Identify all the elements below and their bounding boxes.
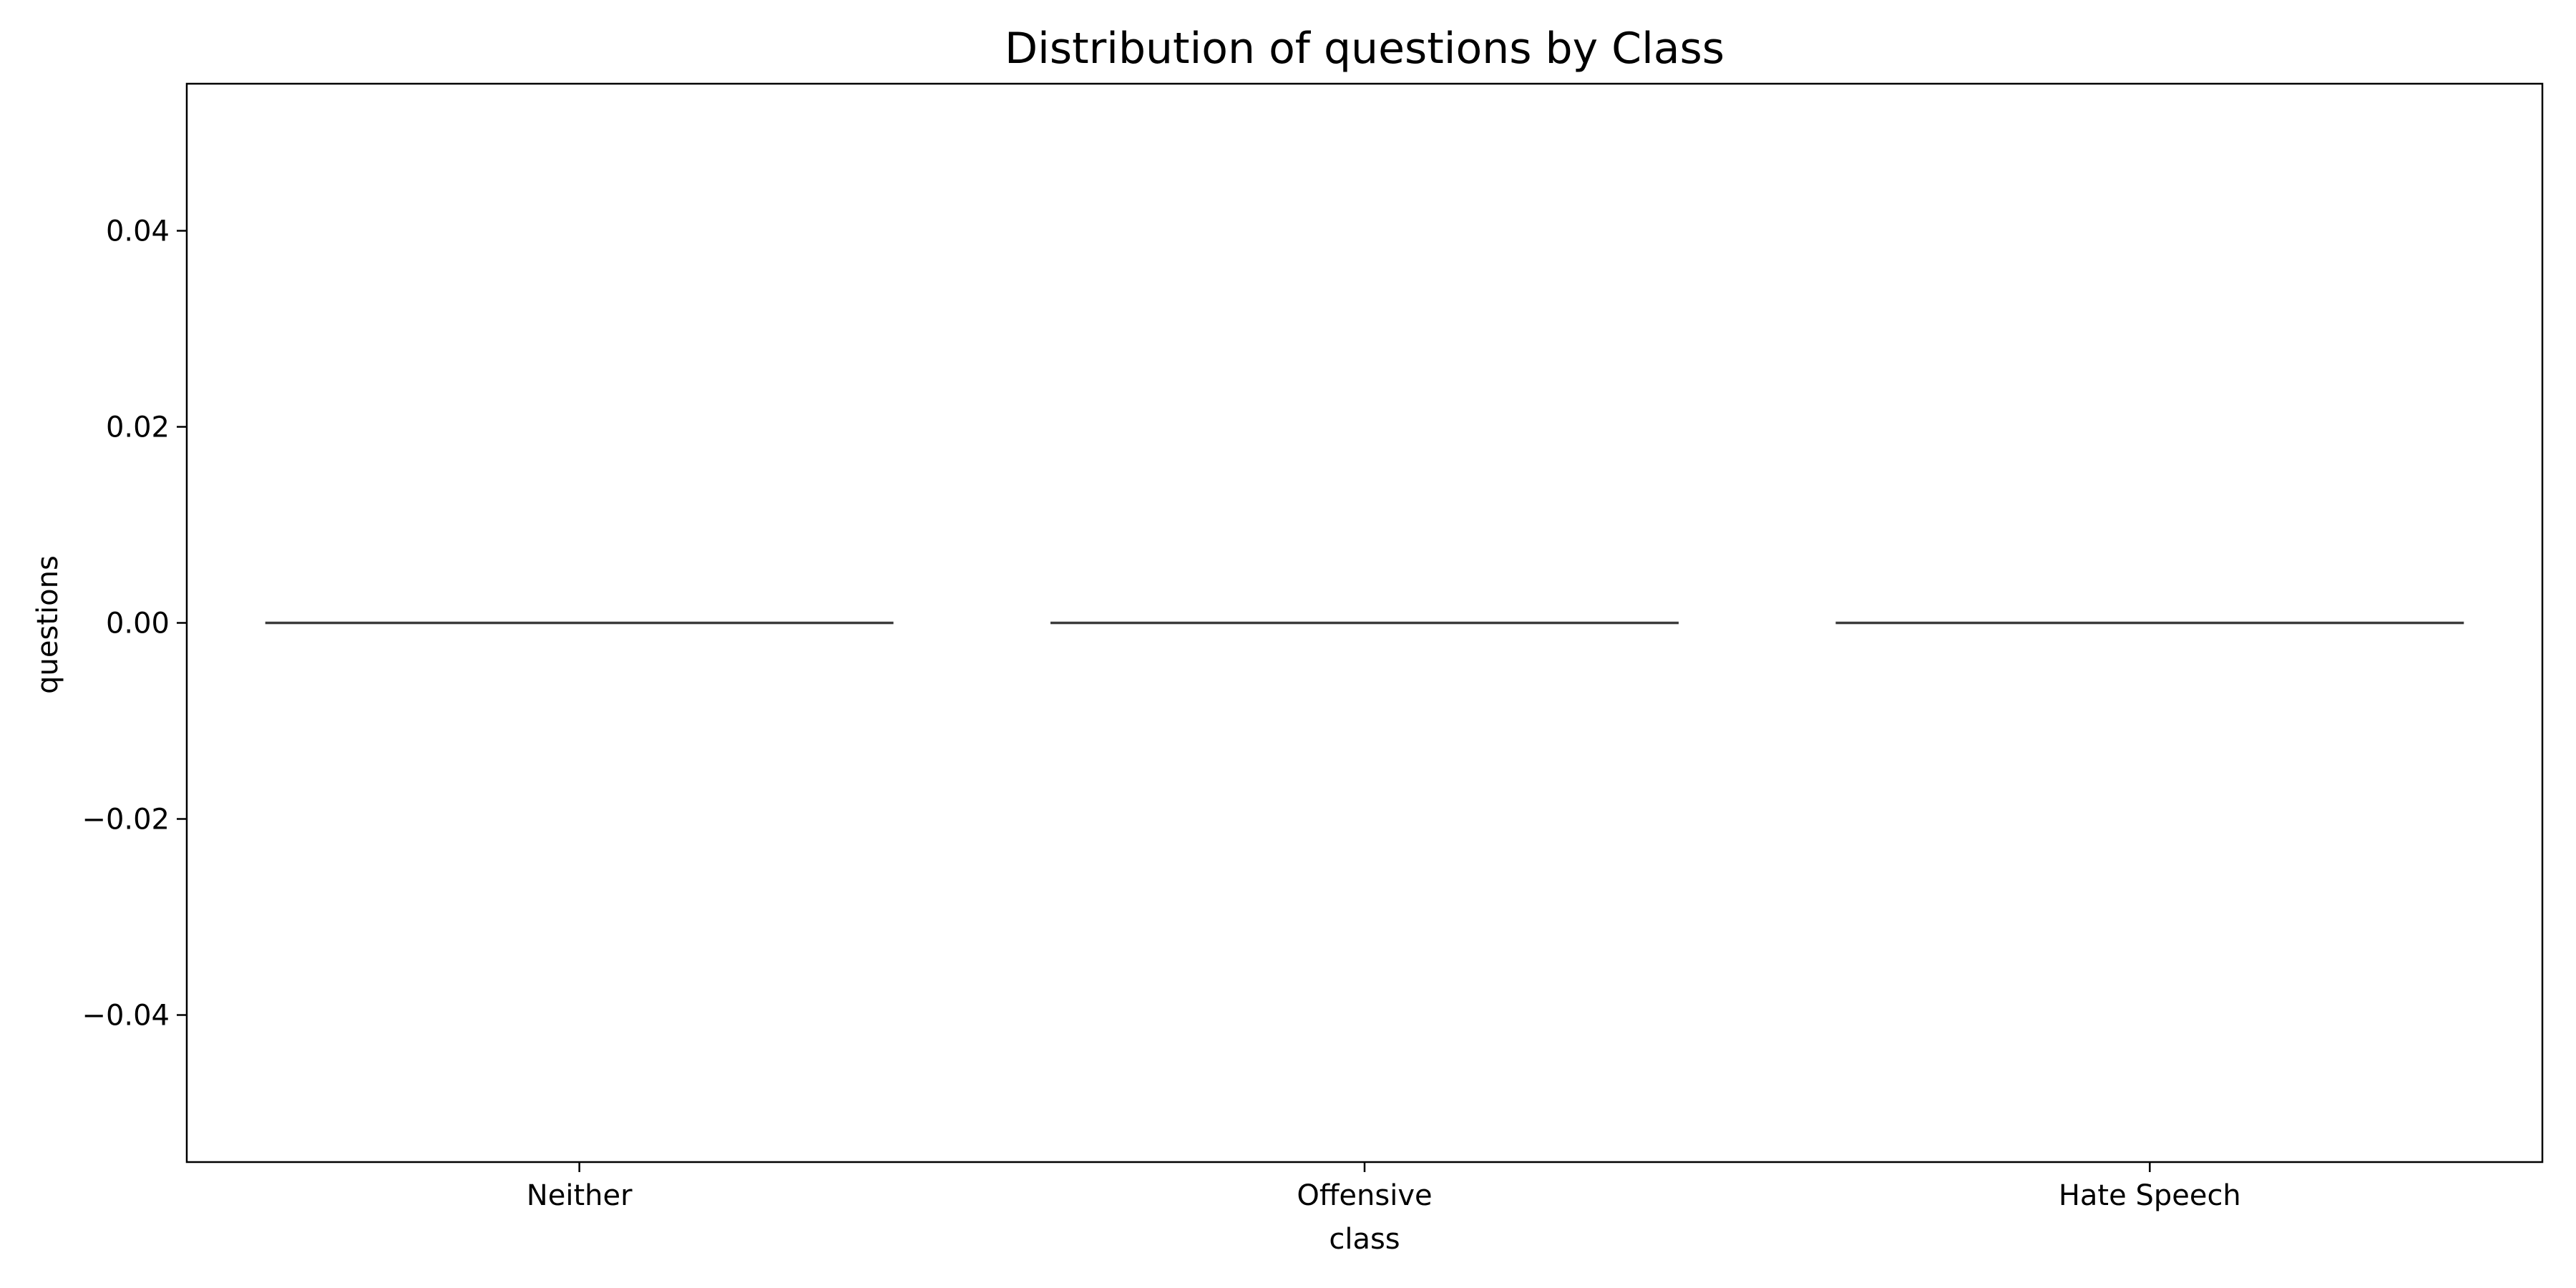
x-tick-label: Offensive bbox=[1297, 1179, 1432, 1212]
y-tick-label: 0.04 bbox=[106, 215, 170, 248]
axes-frame bbox=[185, 82, 2544, 1163]
y-tick-label: −0.02 bbox=[82, 804, 170, 836]
x-tick-label: Hate Speech bbox=[2059, 1179, 2241, 1212]
x-axis-label: class bbox=[1329, 1223, 1400, 1256]
plot-area: −0.04 −0.02 0.00 0.02 0.04 Neither Offensive Ha… bbox=[82, 82, 2544, 1212]
y-tick-label: −0.04 bbox=[82, 1000, 170, 1033]
y-tick-label: 0.00 bbox=[106, 608, 170, 640]
y-tick-label: 0.02 bbox=[106, 411, 170, 444]
x-tick-label: Neither bbox=[527, 1179, 633, 1212]
y-axis-label: questions bbox=[31, 555, 64, 694]
chart-title: Distribution of questions by Class bbox=[1005, 24, 1724, 74]
